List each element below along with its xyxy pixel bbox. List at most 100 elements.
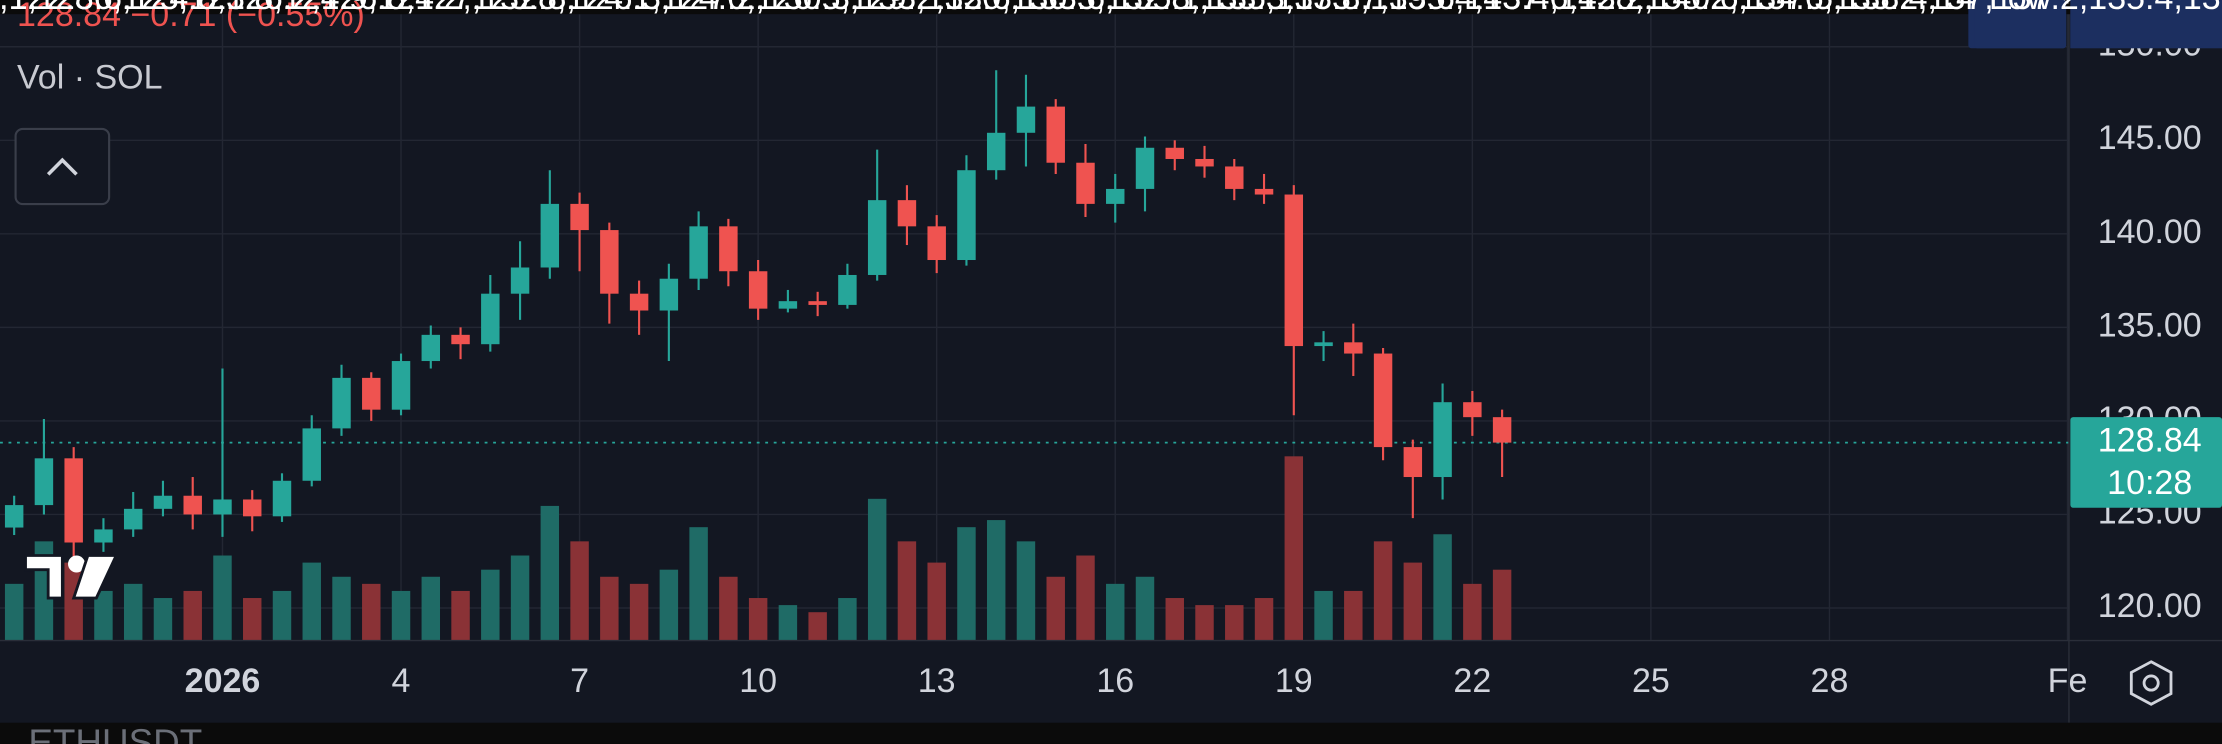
volume-bar [808, 612, 827, 641]
x-tick-label: 22 [1453, 662, 1491, 700]
volume-bar [213, 555, 232, 641]
candle-body [213, 499, 232, 515]
volume-bar [4, 583, 24, 641]
x-tick-label: 16 [1096, 662, 1134, 700]
volume-bar [1165, 598, 1184, 641]
volume-bar [1403, 562, 1423, 641]
candle-body [957, 170, 976, 261]
y-tick-label: 145.00 [2098, 119, 2202, 157]
candle-body [302, 428, 321, 481]
volume-bar [1225, 605, 1244, 641]
candle-body [421, 334, 441, 362]
candle-body [986, 132, 1006, 171]
settings-icon-center [2142, 674, 2160, 692]
volume-bar [1106, 583, 1125, 641]
candle-body [1106, 188, 1125, 204]
candle-body [451, 334, 470, 345]
candle-body [94, 529, 113, 543]
volume-bar [1284, 456, 1304, 641]
candle-body [1492, 417, 1512, 443]
countdown: 10:28 [2107, 464, 2192, 502]
candle-body [153, 495, 173, 509]
collapse-button-frame[interactable] [14, 127, 111, 206]
last-price-box [2070, 417, 2222, 508]
chevron-icon [46, 157, 78, 176]
candle-body [123, 508, 143, 530]
volume-bar [302, 562, 321, 641]
volume-bar [272, 590, 292, 641]
footer-symbol: ETHUSDT [28, 722, 202, 744]
candle-body [183, 495, 202, 515]
price-tags: High126,130.1,128.6,124.8,126.2,126.8,12… [0, 0, 2222, 508]
volume-bar [362, 583, 381, 641]
settings-icon[interactable] [2129, 660, 2173, 706]
plot-area [0, 70, 2069, 641]
volume-bar [540, 505, 560, 641]
candle-body [243, 499, 262, 517]
low-value: 123.9,125,122.36,123,123.8,124.9,124.2,1… [0, 0, 2222, 17]
logo-t [24, 554, 64, 600]
volume-bar [1344, 590, 1363, 641]
candle-body [4, 505, 24, 528]
bottom-bar [0, 722, 2222, 744]
volume-bar [451, 590, 470, 641]
candle-body [1344, 342, 1363, 354]
candle-body [719, 226, 738, 272]
candle-body [64, 458, 83, 543]
x-tick-label: 28 [1811, 662, 1849, 700]
volume-bar [1463, 583, 1482, 641]
header-text: 128.84 −0.71 (−0.55%) [17, 0, 365, 34]
top-bar [0, 0, 2222, 15]
x-tick-label: Fe [2048, 662, 2088, 700]
collapse-button[interactable] [14, 127, 111, 206]
volume-bar [719, 576, 738, 641]
volume-bar [957, 527, 976, 641]
volume-bar [123, 583, 143, 641]
volume-bar [748, 598, 768, 641]
candle-body [1433, 402, 1452, 478]
volume-bar [183, 590, 202, 641]
volume-bar [600, 576, 619, 641]
volume-bar [570, 541, 589, 641]
candle-body [34, 458, 54, 506]
volume-bar [1433, 534, 1452, 641]
volume-bar [867, 498, 887, 641]
volume-bar [421, 576, 441, 641]
volume-bar [153, 598, 173, 641]
volume-label: Vol · SOL [17, 58, 163, 96]
y-tick-label: 140.00 [2098, 213, 2202, 251]
x-tick-label: 25 [1632, 662, 1670, 700]
candle-body [1165, 147, 1184, 159]
candle-body [1373, 353, 1393, 448]
candle-body [1314, 342, 1333, 347]
candle-body [1403, 447, 1423, 478]
candle-body [1225, 166, 1244, 189]
logo-dot [68, 555, 86, 573]
candle-body [1046, 106, 1065, 163]
candle-body [659, 278, 679, 311]
volume-bar [1492, 569, 1512, 641]
volume-bar [243, 598, 262, 641]
volume-bar [510, 555, 530, 641]
x-tick-label: 13 [918, 662, 956, 700]
x-tick-label: 10 [739, 662, 777, 700]
candle-body [748, 271, 768, 309]
candle-body [540, 203, 560, 268]
candle-body [689, 226, 708, 279]
volume-bar [1076, 555, 1095, 641]
candle-body [808, 301, 827, 305]
low-label: Low [1989, 0, 2052, 17]
x-tick-label: 19 [1275, 662, 1313, 700]
x-tick-label: 4 [392, 662, 411, 700]
settings-button[interactable] [2129, 660, 2173, 706]
candle-body [362, 377, 381, 410]
volume-bar [1195, 605, 1214, 641]
volume-bar [897, 541, 917, 641]
candle-body [510, 267, 530, 294]
candle-body [332, 377, 351, 429]
candle-body [1284, 194, 1304, 347]
volume-bar [1046, 576, 1065, 641]
candle-body [1076, 162, 1095, 204]
volume-bar [1016, 541, 1036, 641]
volume-bar [1373, 541, 1393, 641]
